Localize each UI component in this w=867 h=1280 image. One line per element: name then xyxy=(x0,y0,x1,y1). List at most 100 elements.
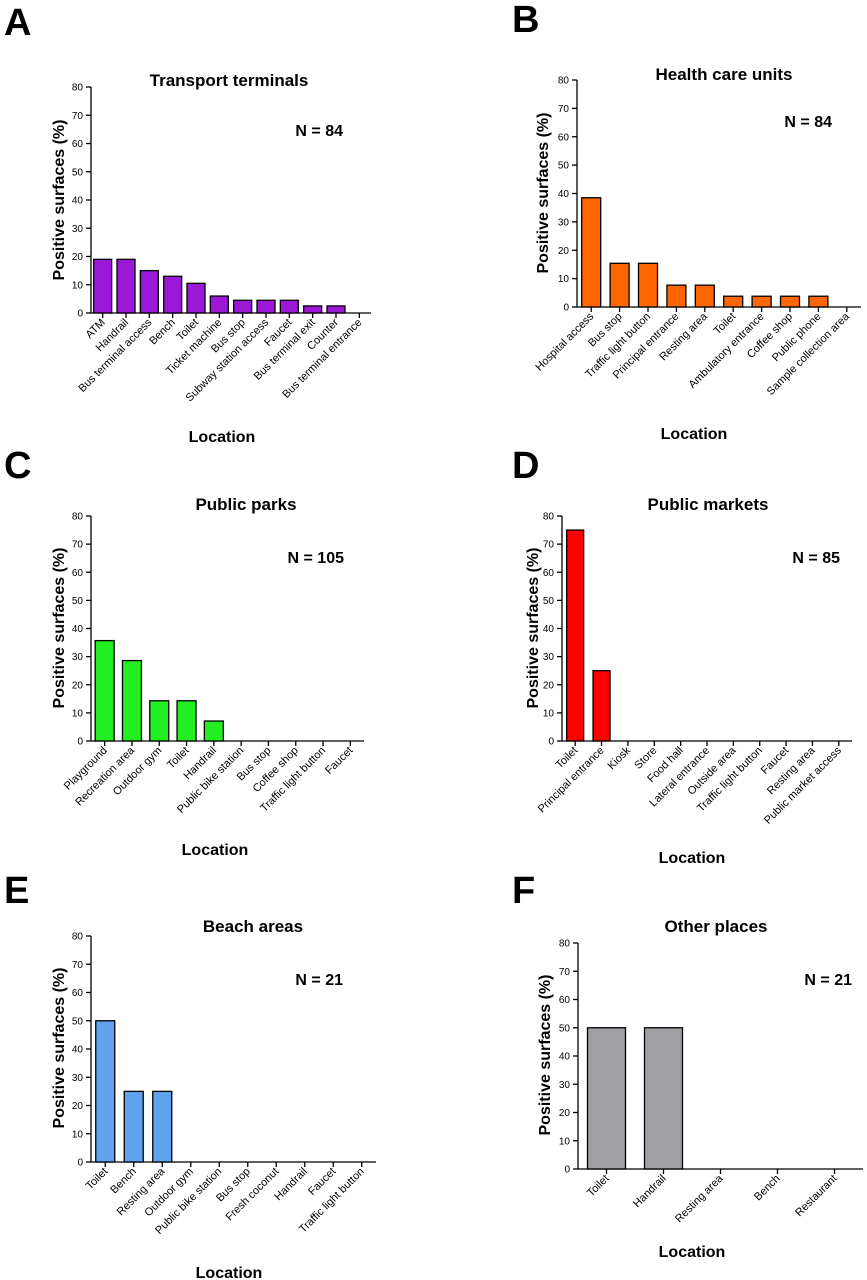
y-tick-label: 30 xyxy=(72,224,84,235)
y-tick-label: 20 xyxy=(72,1101,84,1112)
y-tick-label: 70 xyxy=(543,540,555,551)
y-tick-label: 40 xyxy=(558,189,570,200)
y-tick-label: 40 xyxy=(72,196,84,207)
panel-e: E Beach areas N = 21 0 10 20 30 40 50 60 70 80 Toile… xyxy=(4,870,376,1280)
x-tick-label: Outdoor gym xyxy=(111,745,164,798)
bar-subway-station-access xyxy=(256,299,276,314)
panel-letter: A xyxy=(4,2,31,44)
y-tick-label: 20 xyxy=(543,680,555,691)
y-axis-title: Positive surfaces (%) xyxy=(51,548,68,709)
y-tick-label: 50 xyxy=(543,596,555,607)
y-tick-label: 50 xyxy=(72,1016,84,1027)
y-tick-label: 50 xyxy=(72,167,84,178)
bar-resting-area xyxy=(694,284,715,308)
bar-principal-entrance xyxy=(592,670,611,742)
y-tick-label: 40 xyxy=(72,624,84,635)
x-tick-label: Bench xyxy=(752,1173,783,1204)
y-tick-label: 60 xyxy=(72,988,84,999)
y-tick-label: 80 xyxy=(558,76,570,87)
sample-size-label: N = 21 xyxy=(295,972,343,989)
x-tick-label: Handrail xyxy=(631,1173,668,1210)
y-tick-label: 30 xyxy=(72,1073,84,1084)
y-tick-label: 70 xyxy=(72,960,84,971)
bar-playground xyxy=(94,639,115,742)
chart-title: Beach areas xyxy=(203,917,303,936)
bar-principal-entrance xyxy=(666,284,687,308)
y-tick-label: 10 xyxy=(543,708,555,719)
x-axis-title: Location xyxy=(189,429,256,446)
bar-bus-terminal-access xyxy=(139,269,159,314)
y-tick-label: 0 xyxy=(77,309,83,320)
y-tick-label: 50 xyxy=(559,1023,571,1034)
bar-bus-stop xyxy=(233,299,253,314)
y-tick-label: 60 xyxy=(558,132,570,143)
bar-coffee-shop xyxy=(779,295,801,308)
bar-ticket-machine xyxy=(209,295,229,314)
y-tick-label: 30 xyxy=(543,652,555,663)
sample-size-label: N = 105 xyxy=(288,550,345,567)
x-axis-title: Location xyxy=(182,842,249,859)
panel-letter: E xyxy=(4,870,29,912)
bar-faucet xyxy=(279,299,299,314)
y-tick-label: 30 xyxy=(558,217,570,228)
x-tick-label: Bench xyxy=(147,317,178,348)
x-axis-title: Location xyxy=(196,1265,263,1280)
y-tick-label: 40 xyxy=(543,624,555,635)
chart-title: Other places xyxy=(665,917,768,936)
y-tick-label: 80 xyxy=(72,932,84,943)
chart-title: Health care units xyxy=(656,65,793,84)
y-tick-label: 40 xyxy=(559,1052,571,1063)
y-tick-label: 20 xyxy=(72,680,84,691)
y-axis-title: Positive surfaces (%) xyxy=(537,975,554,1136)
bar-handrail xyxy=(643,1027,684,1170)
bar-atm xyxy=(93,258,113,314)
sample-size-label: N = 85 xyxy=(792,550,840,567)
y-tick-label: 40 xyxy=(72,1045,84,1056)
y-tick-label: 80 xyxy=(559,939,571,950)
y-tick-label: 20 xyxy=(558,246,570,257)
bar-bench xyxy=(163,275,183,314)
y-axis-title: Positive surfaces (%) xyxy=(525,548,542,709)
y-tick-label: 50 xyxy=(72,596,84,607)
x-tick-label: Resting area xyxy=(673,1172,726,1225)
y-axis-title: Positive surfaces (%) xyxy=(535,113,552,274)
y-tick-label: 0 xyxy=(563,303,569,314)
y-tick-label: 70 xyxy=(559,967,571,978)
y-tick-label: 80 xyxy=(543,512,555,523)
bar-toilet xyxy=(176,700,197,742)
bar-toilet xyxy=(95,1020,116,1163)
y-tick-label: 0 xyxy=(548,737,554,748)
panel-f: F Other places N = 21 0 10 20 30 40 50 60 70 80 Toil… xyxy=(512,870,863,1261)
bar-hospital-access xyxy=(581,197,602,308)
bar-toilet xyxy=(566,529,585,742)
bar-ambulatory-entrance xyxy=(751,295,772,308)
chart-title: Public parks xyxy=(195,495,296,514)
bar-outdoor-gym xyxy=(149,700,170,742)
x-tick-label: Toilet xyxy=(84,1166,111,1193)
bar-handrail xyxy=(116,258,136,314)
x-axis-title: Location xyxy=(659,1244,726,1261)
panel-letter: D xyxy=(512,445,539,487)
y-tick-label: 60 xyxy=(543,568,555,579)
x-tick-label: Faucet xyxy=(323,745,355,777)
panel-letter: F xyxy=(512,870,535,912)
y-tick-label: 10 xyxy=(558,274,570,285)
y-tick-label: 60 xyxy=(559,995,571,1006)
bar-recreation-area xyxy=(121,659,143,742)
y-tick-label: 0 xyxy=(77,1158,83,1169)
bar-bus-terminal-exit xyxy=(303,305,323,314)
bar-toilet xyxy=(723,295,744,308)
y-tick-label: 50 xyxy=(558,161,570,172)
sample-size-label: N = 84 xyxy=(784,114,832,131)
sample-size-label: N = 84 xyxy=(295,123,343,140)
bar-traffic-light-button xyxy=(637,262,659,308)
y-tick-label: 0 xyxy=(564,1165,570,1176)
x-axis-title: Location xyxy=(659,850,726,867)
bar-counter xyxy=(326,305,346,314)
y-tick-label: 80 xyxy=(72,512,84,523)
y-tick-label: 60 xyxy=(72,139,84,150)
y-tick-label: 70 xyxy=(72,540,84,551)
